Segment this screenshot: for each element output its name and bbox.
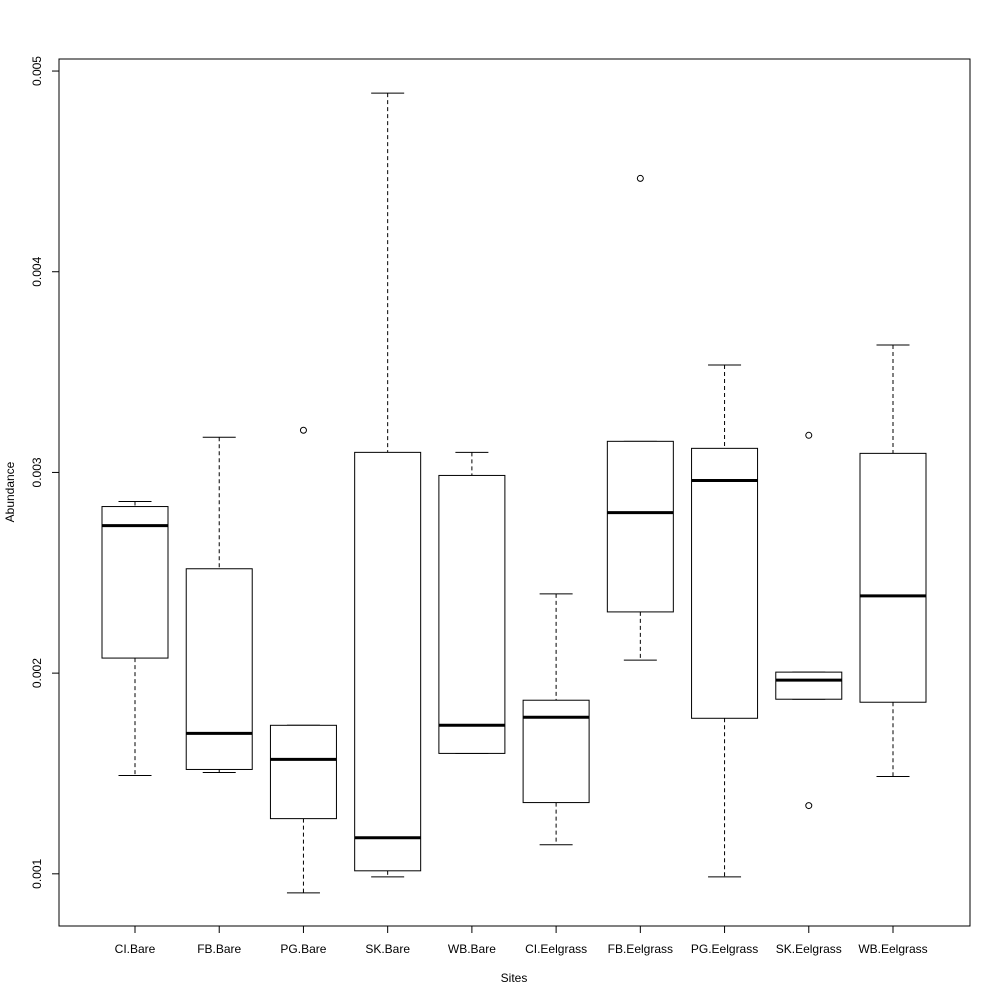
box-pg-eelgrass: [691, 364, 759, 878]
outlier-point: [299, 426, 307, 434]
box-iqr: [775, 671, 843, 700]
y-tick-label: 0.004: [30, 256, 44, 286]
box-iqr: [691, 447, 759, 719]
box-iqr: [522, 699, 590, 804]
x-tick-label: WB.Bare: [448, 942, 496, 956]
x-tick-label: CI.Eelgrass: [525, 942, 587, 956]
box-sk-bare: [354, 92, 422, 878]
boxes-group: [101, 92, 927, 894]
y-tick-label: 0.005: [30, 56, 44, 86]
plot-frame: [58, 58, 971, 927]
y-tick-label: 0.001: [30, 858, 44, 888]
box-iqr: [185, 568, 253, 770]
x-tick-label: WB.Eelgrass: [858, 942, 927, 956]
box-ci-eelgrass: [522, 593, 590, 846]
y-axis-title: Abundance: [3, 461, 17, 522]
y-tick-label: 0.002: [30, 658, 44, 688]
box-fb-eelgrass: [606, 174, 674, 661]
x-tick-label: SK.Eelgrass: [776, 942, 842, 956]
y-axis: 0.001 0.002 0.003 0.004 0.005: [30, 56, 59, 889]
x-tick-label: SK.Bare: [365, 942, 410, 956]
box-ci-bare: [101, 501, 169, 776]
x-tick-label: PG.Eelgrass: [691, 942, 758, 956]
box-iqr: [606, 440, 674, 613]
x-tick-label: FB.Bare: [197, 942, 241, 956]
box-iqr: [101, 506, 169, 659]
outlier-point: [805, 802, 813, 810]
box-fb-bare: [185, 436, 253, 773]
x-tick-label: CI.Bare: [115, 942, 156, 956]
box-iqr: [438, 474, 506, 754]
outlier-point: [805, 431, 813, 439]
box-iqr: [859, 452, 927, 703]
box-wb-bare: [438, 451, 506, 754]
x-tick-label: FB.Eelgrass: [608, 942, 673, 956]
x-axis: CI.Bare FB.Bare PG.Bare SK.Bare WB.Bare CI.Ee…: [115, 926, 928, 956]
box-wb-eelgrass: [859, 344, 927, 777]
box-iqr: [269, 724, 337, 820]
outlier-point: [636, 174, 644, 182]
box-pg-bare: [269, 426, 337, 894]
y-tick-label: 0.003: [30, 457, 44, 487]
box-iqr: [354, 451, 422, 872]
x-axis-title: Sites: [501, 971, 528, 985]
x-tick-label: PG.Bare: [280, 942, 326, 956]
box-sk-eelgrass: [775, 431, 843, 810]
